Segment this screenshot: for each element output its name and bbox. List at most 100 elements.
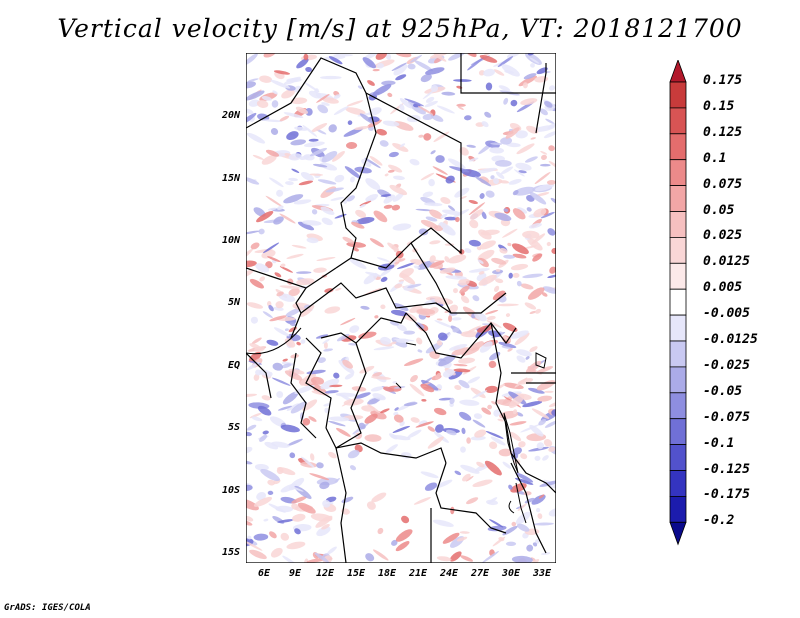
field-blob [503,254,515,259]
y-label-15n: 15N [221,173,240,184]
field-blob [438,397,453,401]
field-blob [468,239,481,247]
field-blob [494,278,504,284]
field-blob [389,260,397,266]
field-blob [467,376,481,384]
field-blob [271,441,290,448]
field-blob [520,98,538,106]
field-blob [472,390,488,399]
field-blob [460,330,480,338]
field-blob [458,357,476,364]
colorbar-box [669,236,687,264]
x-label-6e: 6E [258,568,271,579]
field-blob [294,385,315,394]
field-blob [310,453,315,461]
field-blob [303,141,325,148]
field-blob [267,207,277,211]
field-blob [487,404,492,410]
field-blob [406,241,413,246]
field-blob [347,449,360,459]
field-blob [281,89,295,99]
field-blob [284,370,303,381]
field-blob [451,317,462,321]
field-blob [424,202,443,207]
field-blob [399,267,414,279]
field-blob [534,308,542,314]
field-blob [290,97,308,105]
field-blob [489,519,504,528]
field-blob [372,372,383,377]
field-blob [247,78,259,82]
field-blob [466,437,471,444]
field-blob [449,166,470,173]
field-blob [305,66,312,73]
field-blob [297,221,315,231]
field-blob [509,394,525,408]
field-blob [416,308,435,315]
field-blob [295,106,308,115]
field-blob [293,85,302,93]
field-blob [246,53,258,66]
field-blob [267,256,281,263]
field-blob [246,260,257,268]
field-blob [544,390,554,393]
field-blob [436,340,443,346]
field-blob [503,382,524,390]
field-blob [536,507,541,513]
field-blob [283,76,301,85]
field-blob [540,163,551,167]
field-blob [514,169,525,177]
field-blob [421,379,439,391]
field-blob [259,276,266,282]
field-blob [265,149,280,157]
x-label-33e: 33E [533,568,552,579]
field-blob [490,175,495,180]
field-blob [324,407,330,414]
field-blob [535,192,550,197]
field-blob [279,115,290,122]
colorbar-box [669,159,687,186]
field-blob [492,290,506,301]
field-blob [437,332,448,341]
field-blob [313,267,327,273]
field-blob [522,230,540,239]
field-blob [415,208,433,212]
field-blob [382,386,395,392]
field-blob [484,111,492,118]
field-blob [265,261,273,269]
field-blob [367,397,381,405]
field-blob [509,330,529,339]
field-blob [336,333,350,342]
field-blob [475,176,492,187]
field-blob [435,424,444,433]
field-blob [514,332,530,346]
field-blob [256,491,267,501]
x-label-9e: 9E [289,568,302,579]
field-blob [506,53,521,59]
field-blob [498,448,513,457]
field-blob [364,413,378,424]
field-blob [485,82,493,91]
field-blob [494,285,500,292]
field-blob [336,427,351,437]
field-blob [294,528,301,535]
field-blob [260,468,280,482]
field-blob [246,108,254,115]
field-blob [454,385,462,390]
field-blob [316,462,324,469]
field-blob [460,446,466,453]
field-blob [246,132,266,144]
field-blob [280,532,290,541]
field-blob [420,471,439,479]
field-blob [495,171,505,179]
field-blob [541,292,548,297]
field-blob [477,259,484,264]
field-blob [349,258,367,269]
colorbar-box [669,288,687,316]
field-blob [269,531,277,539]
field-blob [383,194,396,204]
field-blob [395,529,413,542]
x-label-24e: 24E [440,568,459,579]
colorbar-arrow-top [669,60,687,83]
field-blob [457,106,464,110]
